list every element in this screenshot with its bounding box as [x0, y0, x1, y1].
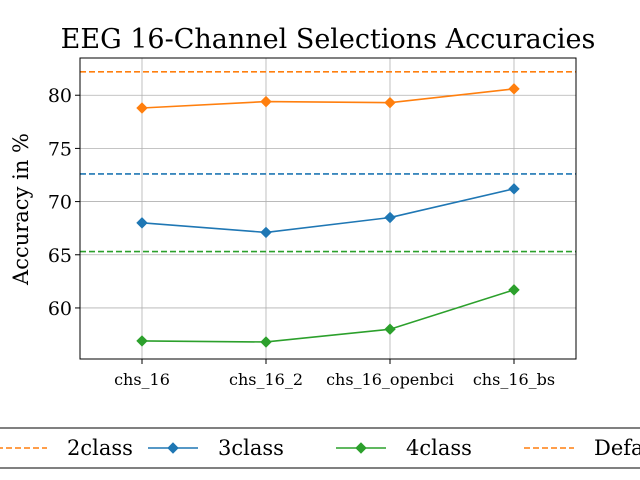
- data-point-3class: [260, 226, 272, 239]
- data-point-4class: [508, 284, 520, 296]
- y-tick-label: 70: [48, 192, 72, 214]
- x-tick-label: chs_16: [114, 370, 170, 389]
- gridlines: [80, 58, 576, 359]
- data-point-3class: [508, 183, 520, 195]
- legend-marker-2: [355, 442, 367, 454]
- legend-label-2: 4class: [406, 436, 472, 460]
- data-point-2class: [260, 95, 272, 108]
- y-tick-label: 75: [48, 138, 72, 160]
- legend: 2class 3class 4class Defa: [0, 427, 640, 469]
- reference-lines: [80, 71, 576, 253]
- legend-label-1: 3class: [218, 436, 284, 460]
- chart-title: EEG 16-Channel Selections Accuracies: [61, 24, 596, 55]
- series-line-2class: [141, 88, 515, 109]
- data-point-2class: [384, 96, 396, 109]
- series-lines: [136, 83, 520, 348]
- data-point-4class: [384, 323, 396, 335]
- series-line-4class: [141, 289, 515, 343]
- y-tick-label: 65: [48, 245, 72, 267]
- x-tick-label: chs_16_openbci: [326, 370, 454, 389]
- plot-frame: [79, 57, 577, 360]
- legend-marker-1: [167, 442, 179, 454]
- data-point-2class: [508, 83, 520, 95]
- y-axis-label: Accuracy in %: [9, 133, 33, 286]
- data-point-4class: [260, 336, 272, 348]
- legend-label-3: Defa: [594, 436, 640, 460]
- data-point-3class: [384, 211, 396, 224]
- data-point-2class: [136, 102, 148, 114]
- y-axis-ticks: 60 65 70 75 80: [48, 85, 80, 320]
- legend-label-0: 2class: [67, 436, 133, 460]
- y-tick-label: 80: [48, 85, 72, 107]
- x-axis-ticks: chs_16 chs_16_2 chs_16_openbci chs_16_bs: [114, 359, 555, 389]
- y-tick-label: 60: [48, 298, 72, 320]
- x-tick-label: chs_16_bs: [473, 370, 555, 389]
- data-point-4class: [136, 335, 148, 347]
- series-line-3class: [141, 188, 515, 234]
- x-tick-label: chs_16_2: [229, 370, 303, 389]
- data-point-3class: [136, 217, 148, 229]
